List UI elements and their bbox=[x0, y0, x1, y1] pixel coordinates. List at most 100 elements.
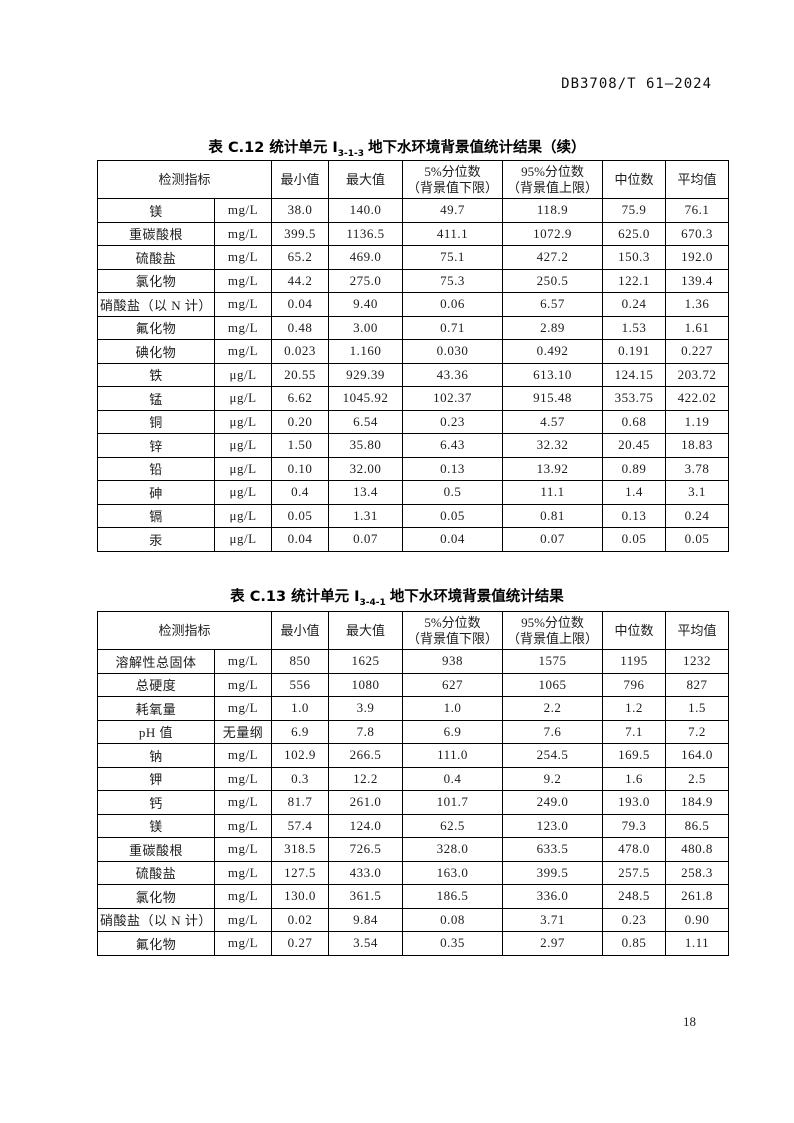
table-row: 钠 mg/L 102.9 266.5 111.0 254.5 169.5 164.0 bbox=[97, 743, 730, 768]
header-cell-indicator: 检测指标 bbox=[96, 611, 273, 650]
value-cell: 254.5 bbox=[502, 743, 604, 768]
table-row: 溶解性总固体 mg/L 850 1625 938 1575 1195 1232 bbox=[97, 649, 730, 674]
value-cell: 123.0 bbox=[502, 813, 604, 838]
table-header-row: 检测指标 最小值 最大值 5%分位数 （背景值下限） 95%分位数 （背景值上限… bbox=[96, 611, 730, 650]
value-cell: 248.5 bbox=[602, 884, 667, 909]
value-cell: 7.6 bbox=[502, 719, 604, 744]
table-row: 耗氧量 mg/L 1.0 3.9 1.0 2.2 1.2 1.5 bbox=[97, 696, 730, 721]
value-cell: 1.160 bbox=[328, 339, 404, 364]
value-cell: 0.492 bbox=[502, 339, 604, 364]
value-cell: 139.4 bbox=[665, 268, 730, 293]
value-cell: 670.3 bbox=[665, 221, 730, 246]
value-cell: 20.45 bbox=[602, 433, 667, 458]
value-cell: 0.81 bbox=[502, 503, 604, 528]
page-number: 18 bbox=[683, 1014, 696, 1029]
value-cell: 0.85 bbox=[602, 931, 667, 956]
unit-cell: mg/L bbox=[213, 884, 273, 909]
value-cell: 0.35 bbox=[402, 931, 504, 956]
unit-cell: mg/L bbox=[213, 860, 273, 885]
value-cell: 7.2 bbox=[665, 719, 730, 744]
value-cell: 399.5 bbox=[271, 221, 330, 246]
value-cell: 1065 bbox=[502, 672, 604, 697]
value-cell: 0.71 bbox=[402, 315, 504, 340]
value-cell: 32.32 bbox=[502, 433, 604, 458]
value-cell: 0.04 bbox=[271, 292, 330, 317]
value-cell: 1.5 bbox=[665, 696, 730, 721]
value-cell: 478.0 bbox=[602, 837, 667, 862]
indicator-cell: 碘化物 bbox=[97, 339, 215, 364]
header-p5-line2: （背景值下限） bbox=[407, 179, 499, 195]
header-cell-min: 最小值 bbox=[271, 611, 330, 650]
unit-cell: mg/L bbox=[213, 837, 273, 862]
value-cell: 796 bbox=[602, 672, 667, 697]
value-cell: 0.90 bbox=[665, 907, 730, 932]
table-row: 硫酸盐 mg/L 127.5 433.0 163.0 399.5 257.5 258.3 bbox=[97, 860, 730, 885]
value-cell: 0.06 bbox=[402, 292, 504, 317]
value-cell: 6.43 bbox=[402, 433, 504, 458]
value-cell: 163.0 bbox=[402, 860, 504, 885]
header-cell-median: 中位数 bbox=[602, 611, 667, 650]
value-cell: 1.61 bbox=[665, 315, 730, 340]
table-row: 镁 mg/L 38.0 140.0 49.7 118.9 75.9 76.1 bbox=[97, 198, 730, 223]
unit-cell: mg/L bbox=[213, 198, 273, 223]
value-cell: 7.8 bbox=[328, 719, 404, 744]
table-c12-title-prefix: 表 C.12 统计单元 Ⅰ bbox=[208, 140, 338, 156]
value-cell: 101.7 bbox=[402, 790, 504, 815]
indicator-cell: 钠 bbox=[97, 743, 215, 768]
value-cell: 203.72 bbox=[665, 362, 730, 387]
table-row: 硝酸盐（以 N 计） mg/L 0.04 9.40 0.06 6.57 0.24 1.36 bbox=[97, 292, 730, 317]
indicator-cell: 硫酸盐 bbox=[97, 860, 215, 885]
indicator-cell: 耗氧量 bbox=[97, 696, 215, 721]
value-cell: 127.5 bbox=[271, 860, 330, 885]
value-cell: 469.0 bbox=[328, 245, 404, 270]
table-row: 碘化物 mg/L 0.023 1.160 0.030 0.492 0.191 0.227 bbox=[97, 339, 730, 364]
value-cell: 427.2 bbox=[502, 245, 604, 270]
value-cell: 3.00 bbox=[328, 315, 404, 340]
table-row: 氟化物 mg/L 0.48 3.00 0.71 2.89 1.53 1.61 bbox=[97, 315, 730, 340]
value-cell: 6.54 bbox=[328, 409, 404, 434]
value-cell: 1.6 bbox=[602, 766, 667, 791]
value-cell: 0.227 bbox=[665, 339, 730, 364]
value-cell: 0.24 bbox=[602, 292, 667, 317]
table-c12: 检测指标 最小值 最大值 5%分位数 （背景值下限） 95%分位数 （背景值上限… bbox=[96, 160, 730, 552]
value-cell: 0.5 bbox=[402, 480, 504, 505]
unit-cell: μg/L bbox=[213, 386, 273, 411]
value-cell: 20.55 bbox=[271, 362, 330, 387]
value-cell: 633.5 bbox=[502, 837, 604, 862]
indicator-cell: 重碳酸根 bbox=[97, 837, 215, 862]
unit-cell: mg/L bbox=[213, 766, 273, 791]
unit-cell: μg/L bbox=[213, 527, 273, 552]
value-cell: 625.0 bbox=[602, 221, 667, 246]
table-row: 砷 μg/L 0.4 13.4 0.5 11.1 1.4 3.1 bbox=[97, 480, 730, 505]
value-cell: 118.9 bbox=[502, 198, 604, 223]
header-p95-line2: （背景值上限） bbox=[507, 630, 599, 646]
value-cell: 140.0 bbox=[328, 198, 404, 223]
table-row: 铜 μg/L 0.20 6.54 0.23 4.57 0.68 1.19 bbox=[97, 409, 730, 434]
indicator-cell: 铜 bbox=[97, 409, 215, 434]
header-p95-line1: 95%分位数 bbox=[521, 614, 584, 630]
indicator-cell: 砷 bbox=[97, 480, 215, 505]
value-cell: 6.9 bbox=[402, 719, 504, 744]
unit-cell: mg/L bbox=[213, 743, 273, 768]
value-cell: 257.5 bbox=[602, 860, 667, 885]
value-cell: 250.5 bbox=[502, 268, 604, 293]
value-cell: 12.2 bbox=[328, 766, 404, 791]
value-cell: 44.2 bbox=[271, 268, 330, 293]
header-p95-line1: 95%分位数 bbox=[521, 163, 584, 179]
value-cell: 65.2 bbox=[271, 245, 330, 270]
value-cell: 130.0 bbox=[271, 884, 330, 909]
value-cell: 184.9 bbox=[665, 790, 730, 815]
value-cell: 35.80 bbox=[328, 433, 404, 458]
header-cell-p5: 5%分位数 （背景值下限） bbox=[402, 160, 504, 199]
value-cell: 938 bbox=[402, 649, 504, 674]
value-cell: 0.05 bbox=[665, 527, 730, 552]
table-row: 氯化物 mg/L 44.2 275.0 75.3 250.5 122.1 139.4 bbox=[97, 268, 730, 293]
indicator-cell: 溶解性总固体 bbox=[97, 649, 215, 674]
value-cell: 38.0 bbox=[271, 198, 330, 223]
unit-cell: mg/L bbox=[213, 931, 273, 956]
table-row: 总硬度 mg/L 556 1080 627 1065 796 827 bbox=[97, 672, 730, 697]
indicator-cell: 总硬度 bbox=[97, 672, 215, 697]
value-cell: 169.5 bbox=[602, 743, 667, 768]
table-row: 重碳酸根 mg/L 318.5 726.5 328.0 633.5 478.0 480.8 bbox=[97, 837, 730, 862]
value-cell: 0.191 bbox=[602, 339, 667, 364]
